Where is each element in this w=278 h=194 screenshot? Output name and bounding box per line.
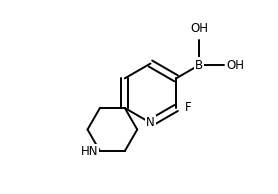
Text: OH: OH (226, 59, 244, 72)
Text: B: B (195, 59, 203, 72)
Text: HN: HN (81, 145, 98, 158)
Text: F: F (185, 101, 191, 114)
Text: N: N (146, 116, 155, 129)
Text: OH: OH (190, 22, 208, 35)
